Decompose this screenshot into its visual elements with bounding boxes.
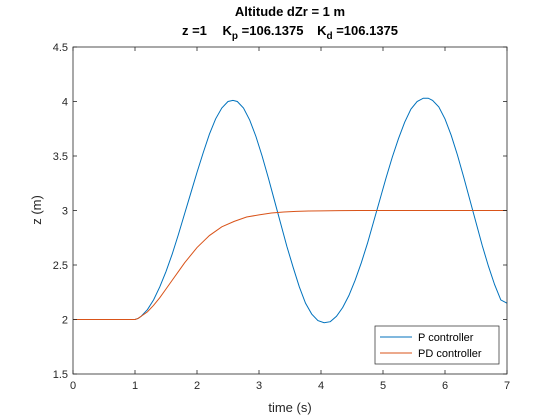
legend-label-p-controller: P controller [418, 332, 474, 344]
legend: P controller PD controller [374, 325, 500, 365]
subtitle-kd-prefix: K [317, 23, 327, 38]
subtitle-kd-value: =106.1375 [333, 23, 398, 38]
x-tick-label: 6 [442, 380, 448, 392]
x-tick-label: 7 [504, 380, 510, 392]
y-tick-label: 1.5 [53, 369, 68, 381]
y-tick-label: 4 [62, 97, 68, 109]
subtitle-kp-value: =106.1375 [238, 23, 303, 38]
series-line-p-controller [73, 97, 508, 324]
axes-layer: 0 1 2 3 4 5 6 7 1.5 2 2.5 3 3.5 4 4.5 [53, 42, 510, 392]
legend-box [374, 325, 500, 365]
y-tick-label: 3.5 [53, 151, 68, 163]
y-axis-label: z (m) [29, 195, 44, 225]
y-tick-label: 3 [62, 206, 68, 218]
subtitle-kd-sub: d [326, 31, 332, 42]
subtitle-z: z =1 [182, 23, 207, 38]
y-tick-label: 2.5 [53, 260, 68, 272]
chart-title: Altitude dZr = 1 m [235, 4, 345, 19]
subtitle-kp-prefix: K [223, 23, 233, 38]
y-tick-label: 2 [62, 315, 68, 327]
x-tick-label: 1 [132, 380, 138, 392]
subtitle-kp-sub: p [232, 31, 238, 42]
chart-subtitle: z =1 Kp =106.1375 Kd =106.1375 [182, 23, 398, 42]
legend-label-pd-controller: PD controller [418, 348, 482, 360]
y-tick-label: 4.5 [53, 42, 68, 54]
x-axis-label: time (s) [268, 400, 311, 415]
x-tick-label: 4 [318, 380, 324, 392]
x-tick-label: 3 [256, 380, 262, 392]
x-tick-label: 5 [380, 380, 386, 392]
x-tick-label: 0 [70, 380, 76, 392]
x-tick-label: 2 [194, 380, 200, 392]
series-layer [73, 97, 508, 324]
series-line-pd-controller [73, 210, 507, 320]
